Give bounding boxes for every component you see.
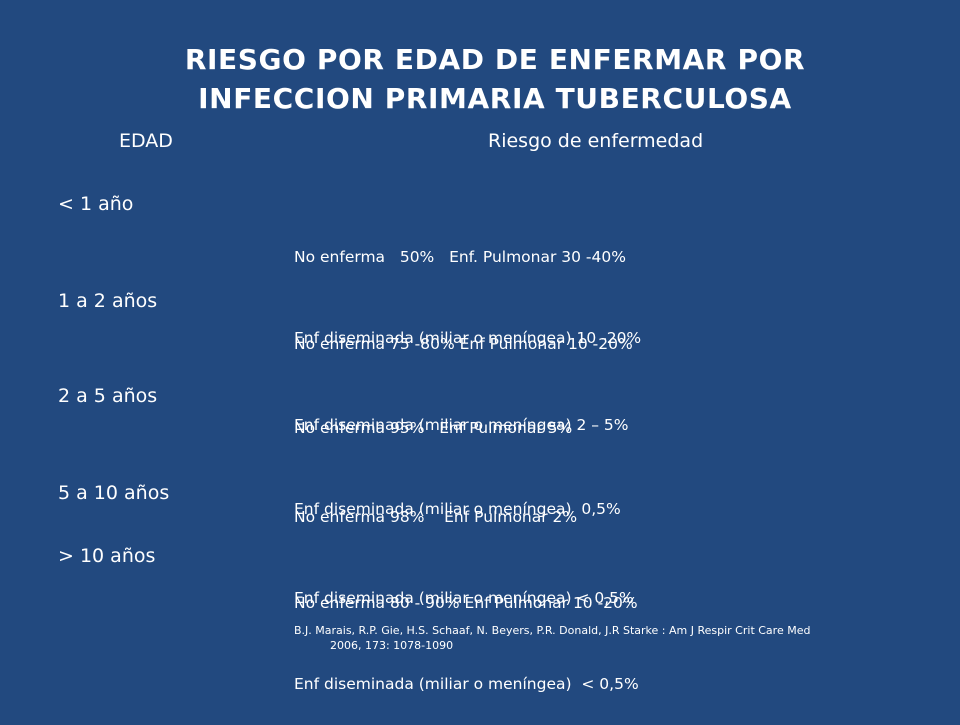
slide-title-line-2: INFECCION PRIMARIA TUBERCULOSA: [198, 82, 792, 115]
risk-description: No enferma 80 - 90% Enf Pulmonar 10 -20%…: [294, 536, 639, 725]
risk-line-1: No enferma 95% Enf Pulmonar 5%: [294, 419, 573, 437]
column-header-age: EDAD: [119, 130, 173, 152]
risk-description: No enferma 95% Enf Pulmonar 5% Enf disem…: [294, 361, 621, 550]
age-label: > 10 años: [58, 545, 156, 567]
citation: B.J. Marais, R.P. Gie, H.S. Schaaf, N. B…: [294, 623, 914, 653]
risk-description: No enferma 98% Enf Pulmonar 2% Enf disem…: [294, 450, 634, 639]
risk-line-2: Enf diseminada (miliar o meníngea) < 0,5…: [294, 589, 634, 607]
risk-line-2: Enf diseminada (miliar o meníngea) < 0,5…: [294, 675, 639, 693]
risk-line-1: No enferma 50% Enf. Pulmonar 30 -40%: [294, 248, 626, 266]
risk-line-1: No enferma 98% Enf Pulmonar 2%: [294, 508, 578, 526]
risk-description: No enferma 50% Enf. Pulmonar 30 -40% Enf…: [294, 190, 641, 379]
slide-title: RIESGO POR EDAD DE ENFERMAR POR INFECCIO…: [0, 40, 960, 118]
risk-line-1: No enferma 75 -80% Enf Pulmonar 10 -20%: [294, 335, 633, 353]
age-label: 5 a 10 años: [58, 482, 170, 504]
risk-line-2: Enf diseminada (miliar o meníngea) 2 – 5…: [294, 416, 629, 434]
risk-description: No enferma 75 -80% Enf Pulmonar 10 -20% …: [294, 277, 633, 466]
column-header-risk: Riesgo de enfermedad: [488, 130, 704, 152]
risk-line-2: Enf diseminada (miliar o meníngea) 0,5%: [294, 500, 621, 518]
age-label: 2 a 5 años: [58, 385, 158, 407]
risk-line-1: No enferma 80 - 90% Enf Pulmonar 10 -20%: [294, 594, 638, 612]
risk-line-2: Enf diseminada (miliar o meníngea) 10 -2…: [294, 329, 642, 347]
slide-title-line-1: RIESGO POR EDAD DE ENFERMAR POR: [184, 43, 806, 76]
age-label: < 1 año: [58, 193, 134, 215]
citation-line-2: 2006, 173: 1078-1090: [330, 639, 454, 652]
citation-line-1: B.J. Marais, R.P. Gie, H.S. Schaaf, N. B…: [294, 624, 811, 637]
age-label: 1 a 2 años: [58, 290, 158, 312]
